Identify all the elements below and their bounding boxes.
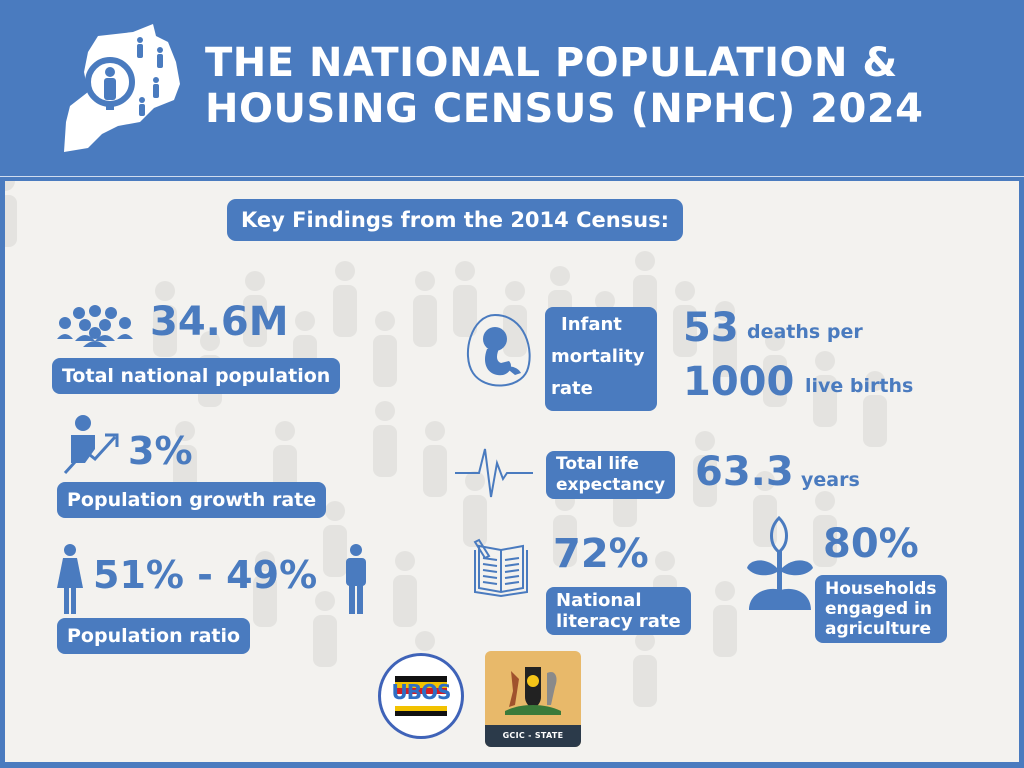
infant-deaths-unit: deaths per bbox=[747, 321, 863, 343]
heartbeat-icon bbox=[455, 448, 533, 498]
life-label-line-2: expectancy bbox=[556, 475, 666, 495]
open-book-icon bbox=[473, 538, 528, 598]
uganda-map-person-icon bbox=[64, 24, 180, 152]
live-births-value: 1000 bbox=[683, 359, 795, 405]
life-expectancy-value: 63.3 bbox=[695, 449, 794, 495]
agri-label-line-2: engaged in bbox=[825, 599, 932, 619]
title-line-1: THE NATIONAL POPULATION & bbox=[205, 40, 898, 86]
infant-deaths-value: 53 bbox=[683, 305, 739, 351]
gcic-logo: GCIC - STATE HOUSE bbox=[485, 651, 581, 747]
infant-label-line-2: mortality bbox=[551, 346, 645, 367]
growth-label: Population growth rate bbox=[57, 482, 327, 518]
ratio-value: 51% - 49% bbox=[93, 553, 318, 597]
male-icon bbox=[346, 544, 366, 614]
literacy-value: 72% bbox=[553, 531, 649, 577]
page-title: THE NATIONAL POPULATION & HOUSING CENSUS… bbox=[205, 40, 924, 132]
agriculture-value: 80% bbox=[823, 521, 919, 567]
header: THE NATIONAL POPULATION & HOUSING CENSUS… bbox=[0, 0, 1024, 176]
title-line-2: HOUSING CENSUS (NPHC) 2024 bbox=[205, 86, 924, 132]
crowd-icon bbox=[57, 305, 133, 347]
live-births-unit: live births bbox=[805, 375, 914, 397]
infant-label-line-3: rate bbox=[551, 378, 593, 399]
gcic-label: GCIC - STATE HOUSE bbox=[485, 725, 581, 747]
life-label-line-1: Total life bbox=[556, 454, 639, 474]
ubos-text: UBOS bbox=[391, 680, 452, 704]
literacy-label-line-2: literacy rate bbox=[556, 611, 681, 632]
fetus-icon bbox=[466, 313, 531, 387]
infant-label-line-1: Infant bbox=[561, 314, 622, 335]
findings-panel: Key Findings from the 2014 Census: 34.6M… bbox=[5, 181, 1019, 762]
life-expectancy-label: Total life expectancy bbox=[546, 451, 676, 499]
life-expectancy-unit: years bbox=[801, 469, 860, 491]
coat-of-arms-icon bbox=[505, 667, 561, 715]
ubos-logo: UBOS bbox=[378, 653, 464, 739]
background-people-icon bbox=[5, 181, 887, 707]
agri-label-line-1: Households bbox=[825, 579, 937, 599]
ubos-emblem-icon bbox=[395, 676, 447, 716]
female-icon bbox=[57, 544, 83, 614]
literacy-label: National literacy rate bbox=[546, 587, 691, 635]
literacy-label-line-1: National bbox=[556, 590, 642, 611]
growth-value: 3% bbox=[128, 429, 193, 473]
population-label: Total national population bbox=[52, 358, 341, 394]
infant-mortality-label: Infant mortality rate bbox=[545, 307, 657, 411]
agri-label-line-3: agriculture bbox=[825, 619, 932, 639]
agriculture-label: Households engaged in agriculture bbox=[815, 575, 947, 643]
ratio-label: Population ratio bbox=[57, 618, 251, 654]
key-findings-heading: Key Findings from the 2014 Census: bbox=[227, 199, 684, 241]
seedling-icon bbox=[747, 516, 813, 610]
header-divider bbox=[0, 176, 1024, 177]
population-value: 34.6M bbox=[150, 299, 289, 345]
growth-person-arrow-icon bbox=[63, 415, 119, 475]
